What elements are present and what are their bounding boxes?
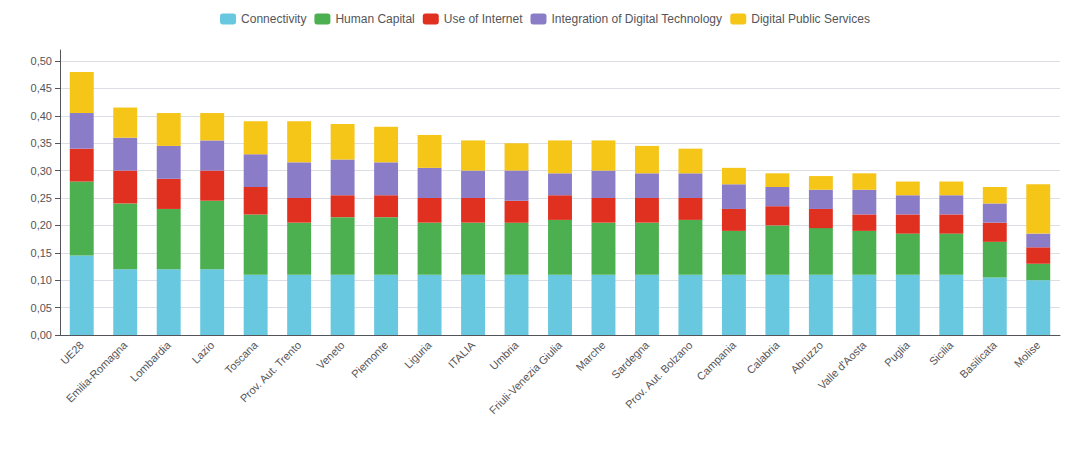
svg-text:Lazio: Lazio	[189, 339, 216, 366]
svg-text:0,35: 0,35	[31, 137, 52, 149]
svg-text:0,30: 0,30	[31, 165, 52, 177]
svg-text:Connectivity: Connectivity	[241, 12, 306, 26]
svg-text:Friuli-Venezia Giulia: Friuli-Venezia Giulia	[487, 338, 565, 416]
svg-text:Lombardia: Lombardia	[128, 338, 174, 384]
svg-text:Abruzzo: Abruzzo	[788, 339, 825, 376]
svg-text:Basilicata: Basilicata	[957, 338, 999, 380]
svg-text:Calabria: Calabria	[744, 338, 782, 376]
svg-text:0,00: 0,00	[31, 329, 52, 341]
svg-text:Sardegna: Sardegna	[609, 338, 652, 381]
svg-text:Integration of Digital Technol: Integration of Digital Technology	[551, 12, 722, 26]
svg-text:0,10: 0,10	[31, 274, 52, 286]
svg-text:0,45: 0,45	[31, 82, 52, 94]
svg-text:0,20: 0,20	[31, 219, 52, 231]
svg-text:Puglia: Puglia	[882, 338, 913, 369]
svg-text:Emilia-Romagna: Emilia-Romagna	[64, 338, 131, 405]
svg-text:Valle d'Aosta: Valle d'Aosta	[816, 338, 870, 392]
svg-text:Digital Public Services: Digital Public Services	[751, 12, 870, 26]
svg-text:0,25: 0,25	[31, 192, 52, 204]
svg-text:Sicilia: Sicilia	[927, 338, 956, 367]
svg-text:Molise: Molise	[1012, 339, 1043, 370]
svg-text:Campania: Campania	[694, 338, 739, 383]
svg-text:Toscana: Toscana	[222, 338, 260, 376]
svg-text:Marche: Marche	[573, 339, 607, 373]
svg-text:Veneto: Veneto	[314, 339, 347, 372]
svg-text:Piemonte: Piemonte	[349, 339, 390, 380]
svg-text:Liguria: Liguria	[402, 338, 434, 370]
svg-text:ITALIA: ITALIA	[446, 338, 478, 370]
svg-text:Use of Internet: Use of Internet	[444, 12, 523, 26]
svg-text:UE28: UE28	[58, 339, 86, 367]
svg-text:Umbria: Umbria	[487, 338, 521, 372]
svg-text:Human Capital: Human Capital	[335, 12, 414, 26]
svg-text:Prov. Aut. Bolzano: Prov. Aut. Bolzano	[623, 339, 695, 411]
svg-text:0,05: 0,05	[31, 302, 52, 314]
svg-text:0,50: 0,50	[31, 55, 52, 67]
svg-text:Prov. Aut. Trento: Prov. Aut. Trento	[238, 339, 304, 405]
svg-text:0,15: 0,15	[31, 247, 52, 259]
svg-text:0,40: 0,40	[31, 110, 52, 122]
